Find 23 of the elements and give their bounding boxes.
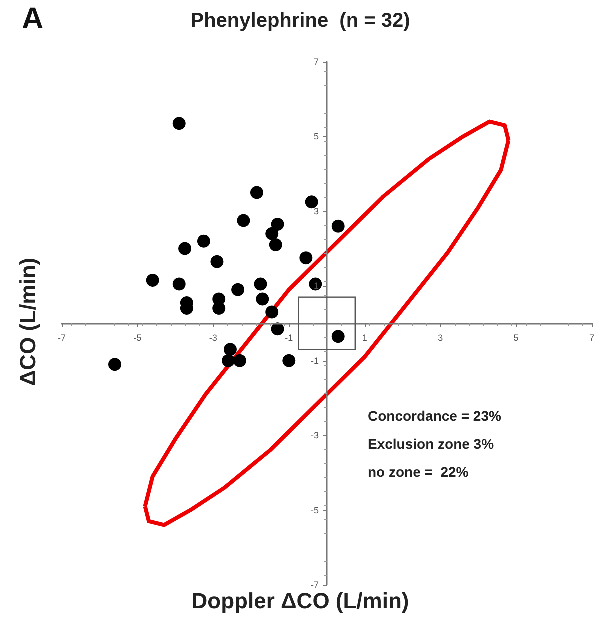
chart-title: Phenylephrine (n = 32) (190, 10, 410, 32)
x-tick-label: -7 (58, 333, 66, 343)
x-tick-label: 5 (514, 333, 519, 343)
annotation: Concordance = 23% (368, 408, 502, 424)
y-tick-label: 1 (314, 281, 319, 292)
x-tick-label: 7 (589, 333, 595, 343)
x-tick-label: -1 (285, 333, 294, 343)
text: A (22, 2, 44, 36)
x-tick-label: 1 (362, 333, 368, 343)
annotation: no zone = 22% (368, 464, 470, 480)
annotation: Exclusion zone 3% (368, 436, 495, 452)
y-tick-label: 5 (314, 132, 319, 142)
y-tick-label: 7 (314, 57, 319, 67)
x-tick-label: -3 (209, 333, 218, 343)
y-tick-label: -5 (310, 505, 319, 516)
y-tick-label: -1 (310, 356, 319, 366)
x-axis-title: Doppler ΔCO (L/min) (192, 588, 410, 614)
y-tick-label: 3 (314, 206, 319, 216)
x-tick-label: -5 (134, 333, 142, 343)
y-tick-label: -7 (310, 580, 319, 590)
y-tick-label: -3 (310, 430, 319, 441)
y-axis-title: ΔCO (L/min) (16, 258, 40, 386)
x-tick-label: 3 (438, 333, 444, 343)
